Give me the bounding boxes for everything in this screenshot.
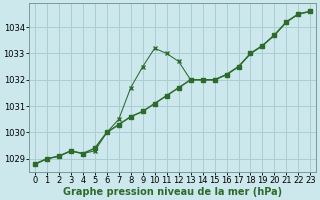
X-axis label: Graphe pression niveau de la mer (hPa): Graphe pression niveau de la mer (hPa): [63, 187, 282, 197]
